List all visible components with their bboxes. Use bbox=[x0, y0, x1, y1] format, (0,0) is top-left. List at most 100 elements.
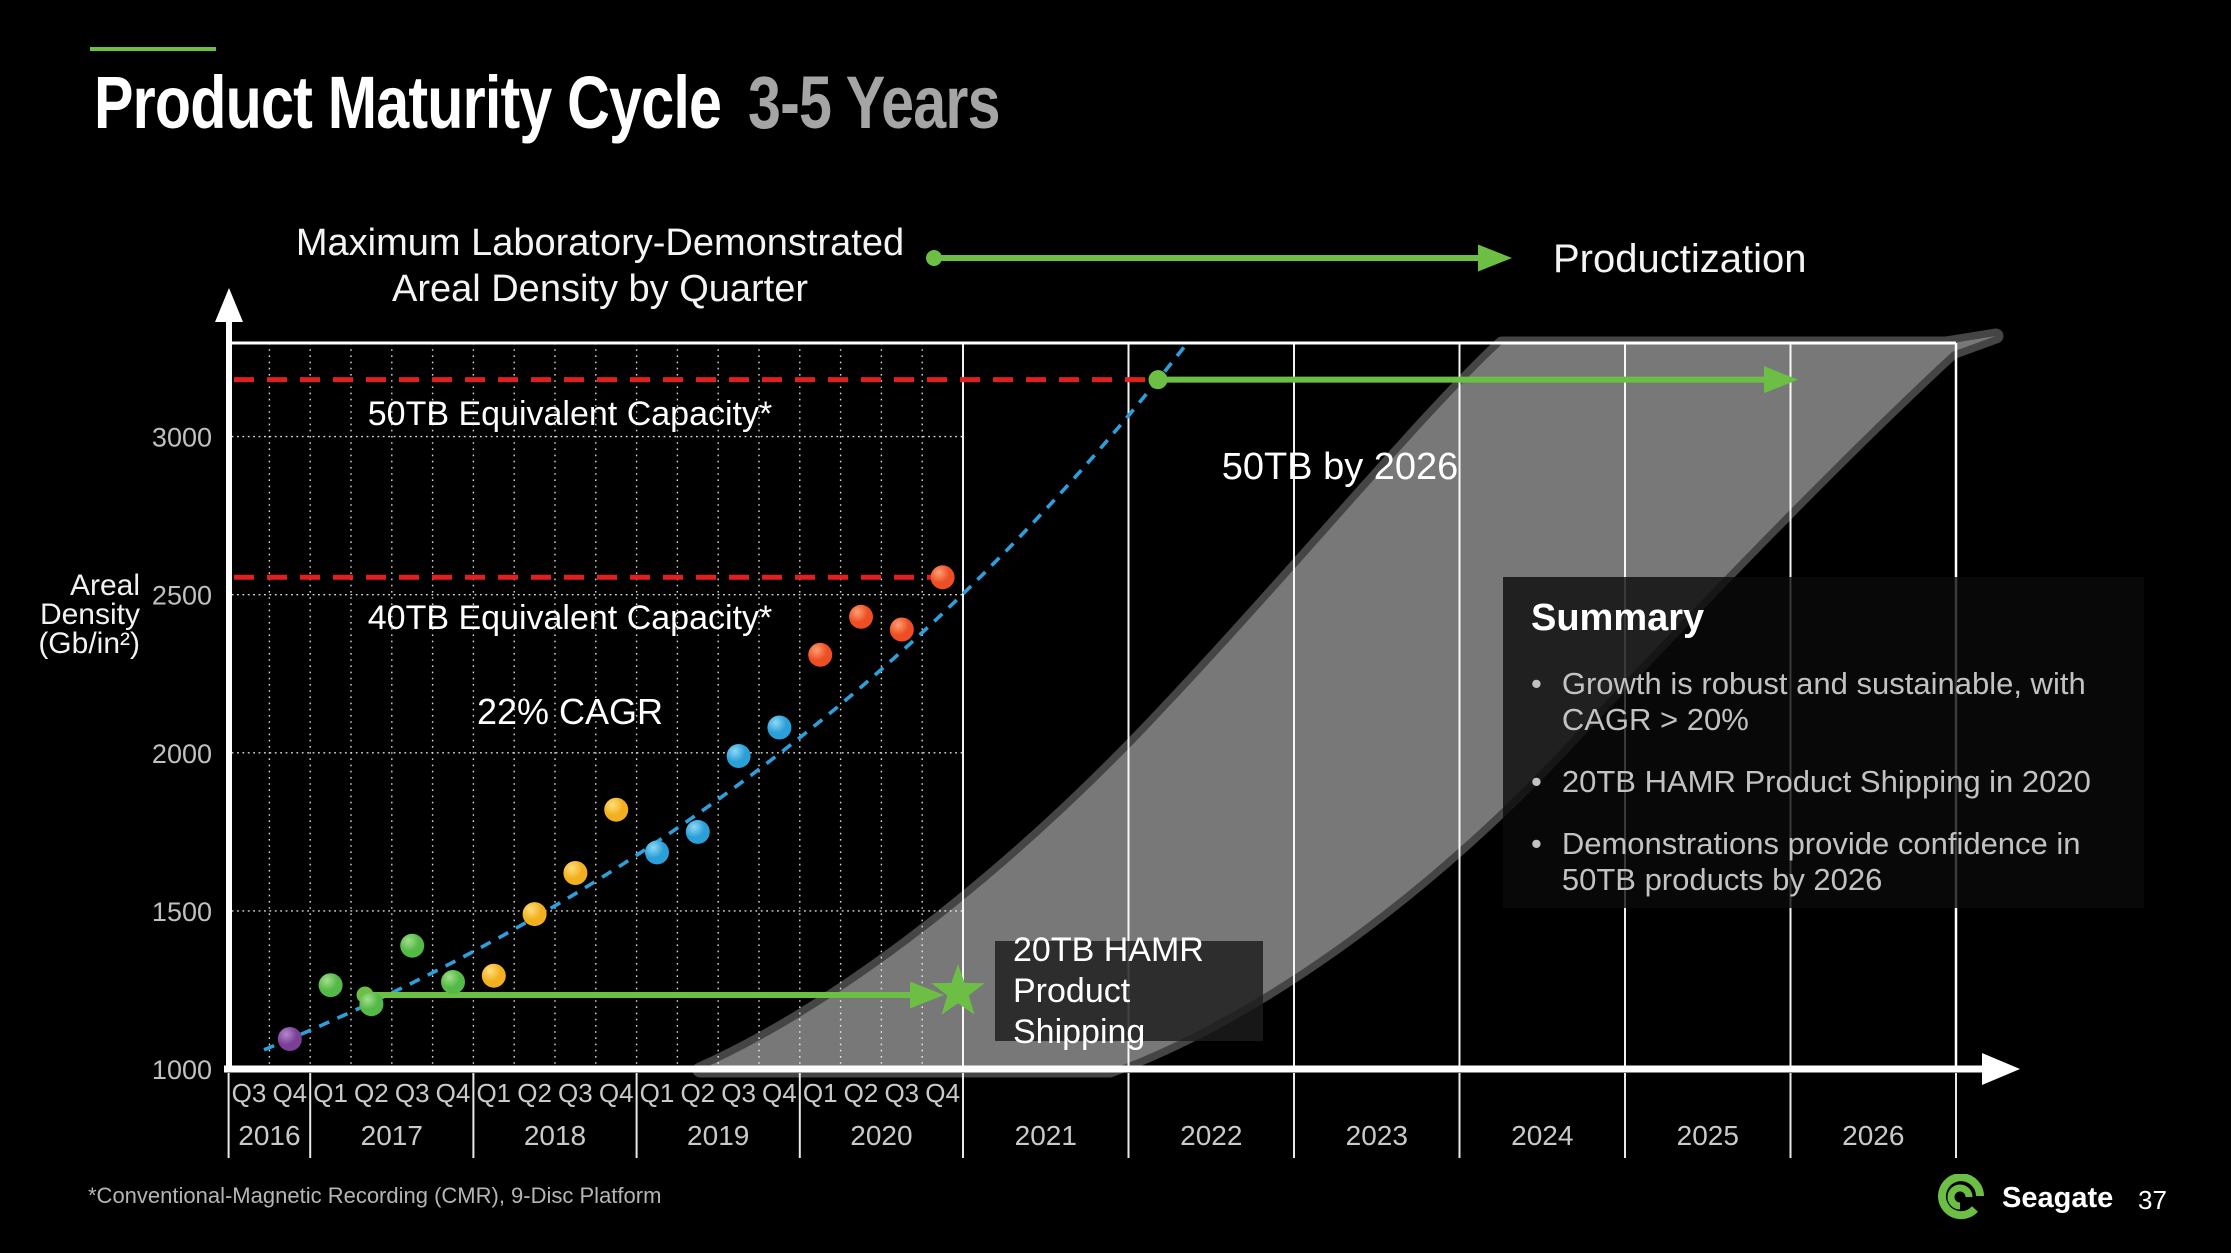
summary-title: Summary bbox=[1531, 597, 1705, 639]
quarter-label: Q3 bbox=[884, 1078, 919, 1108]
y-tick-labels: 1000 1500 2000 2500 3000 bbox=[152, 423, 212, 1085]
year-label: 2022 bbox=[1180, 1120, 1242, 1151]
y-axis-label-line1: Areal bbox=[69, 569, 140, 602]
summary-bullet: • Demonstrations provide confidence in 50… bbox=[1531, 826, 2116, 898]
hamr-callout-line2: Product Shipping bbox=[1013, 971, 1146, 1051]
data-point bbox=[604, 797, 629, 822]
reference-label-40tb: 40TB Equivalent Capacity* bbox=[367, 599, 773, 637]
summary-bullet: • 20TB HAMR Product Shipping in 2020 bbox=[1531, 764, 2116, 800]
quarter-label: Q3 bbox=[395, 1078, 430, 1108]
y-tick-label: 2000 bbox=[152, 739, 212, 769]
data-point bbox=[277, 1027, 302, 1051]
quarter-label: Q4 bbox=[272, 1078, 307, 1108]
data-point bbox=[726, 744, 751, 768]
quarter-label: Q4 bbox=[762, 1078, 797, 1108]
data-point bbox=[481, 963, 506, 988]
data-point bbox=[767, 715, 792, 740]
year-label: 2023 bbox=[1346, 1120, 1408, 1151]
target-arrow-50tb bbox=[1148, 366, 1798, 394]
quarter-label: Q4 bbox=[599, 1078, 634, 1108]
footnote: *Conventional-Magnetic Recording (CMR), … bbox=[88, 1183, 662, 1208]
y-tick-label: 3000 bbox=[152, 423, 212, 453]
target-label-50tb-2026: 50TB by 2026 bbox=[1221, 446, 1459, 488]
y-tick-label: 1000 bbox=[152, 1055, 212, 1085]
quarter-label: Q4 bbox=[925, 1078, 960, 1108]
quarter-label: Q2 bbox=[844, 1078, 879, 1108]
data-point bbox=[889, 617, 914, 642]
quarter-label: Q3 bbox=[232, 1078, 267, 1108]
quarter-label: Q1 bbox=[640, 1078, 675, 1108]
productization-arrow bbox=[926, 244, 1512, 272]
chart-heading-line1: Maximum Laboratory-Demonstrated bbox=[295, 222, 905, 264]
data-point bbox=[441, 970, 465, 994]
data-point bbox=[400, 933, 425, 958]
y-axis-arrowhead bbox=[215, 288, 243, 322]
y-axis-label-line2: Density bbox=[39, 598, 140, 631]
year-label: 2025 bbox=[1677, 1120, 1739, 1151]
target-arrow-50tb-head bbox=[1764, 366, 1798, 394]
summary-bullet-text: 20TB HAMR Product Shipping in 2020 bbox=[1561, 764, 2091, 799]
summary-bullet-text: Demonstrations provide confidence in 50T… bbox=[1561, 826, 2081, 897]
y-tick-label: 2500 bbox=[152, 581, 212, 611]
chart-heading-line2: Areal Density by Quarter bbox=[391, 268, 809, 310]
reference-lines bbox=[234, 377, 1152, 580]
page-title-main: Product Maturity Cycle bbox=[94, 61, 722, 144]
data-point bbox=[685, 819, 710, 844]
summary-bullet-list: • Growth is robust and sustainable, with … bbox=[1531, 666, 2116, 898]
hamr-milestone-callout: 20TB HAMR Product Shipping bbox=[995, 931, 1263, 1051]
y-tick-label: 1500 bbox=[152, 897, 212, 927]
y-axis-label: Areal Density (Gb/in²) bbox=[24, 569, 140, 659]
year-label: 2018 bbox=[524, 1120, 586, 1151]
data-point bbox=[318, 973, 343, 998]
cagr-label: 22% CAGR bbox=[476, 691, 664, 732]
page-title-suffix: 3-5 Years bbox=[748, 61, 1001, 144]
quarter-label: Q4 bbox=[436, 1078, 471, 1108]
year-label: 2024 bbox=[1511, 1120, 1573, 1151]
star-icon bbox=[931, 964, 985, 1015]
bullet-icon: • bbox=[1531, 826, 1542, 861]
year-label: 2020 bbox=[850, 1120, 912, 1151]
quarter-label: Q1 bbox=[313, 1078, 348, 1108]
page-title: Product Maturity Cycle 3-5 Years bbox=[94, 60, 1001, 145]
quarter-label: Q1 bbox=[803, 1078, 838, 1108]
productization-arrow-head bbox=[1478, 244, 1512, 272]
x-axis-arrowhead bbox=[1982, 1053, 2020, 1085]
x-axis-labels: Q3 Q4 Q1 Q2 Q3 Q4 Q1 Q2 Q3 Q4 Q1 Q2 Q3 Q4 Q1 Q2 Q3 Q42016… bbox=[227, 1073, 1957, 1158]
bullet-icon: • bbox=[1531, 666, 1542, 701]
reference-label-50tb: 50TB Equivalent Capacity* bbox=[367, 395, 773, 433]
data-point bbox=[808, 642, 833, 667]
trend-line bbox=[263, 346, 1186, 1052]
chart-heading: Maximum Laboratory-Demonstrated Areal De… bbox=[280, 220, 920, 312]
axes bbox=[215, 288, 2020, 1085]
year-label: 2021 bbox=[1015, 1120, 1077, 1151]
quarter-label: Q2 bbox=[354, 1078, 389, 1108]
data-point bbox=[563, 861, 588, 885]
quarter-label: Q2 bbox=[680, 1078, 715, 1108]
data-point bbox=[359, 992, 384, 1017]
data-point bbox=[849, 604, 873, 629]
summary-bullet-text: Growth is robust and sustainable, with C… bbox=[1561, 666, 2086, 737]
year-label: 2019 bbox=[687, 1120, 749, 1151]
year-label: 2017 bbox=[361, 1120, 423, 1151]
productization-label: Productization bbox=[1553, 237, 1807, 281]
accent-dash bbox=[90, 47, 216, 51]
year-label: 2016 bbox=[238, 1120, 300, 1151]
quarter-label: Q2 bbox=[517, 1078, 552, 1108]
hamr-callout-line1: 20TB HAMR bbox=[1013, 930, 1204, 969]
seagate-logo-icon bbox=[1937, 1173, 1985, 1222]
bullet-icon: • bbox=[1531, 764, 1542, 799]
quarter-label: Q3 bbox=[558, 1078, 593, 1108]
quarter-label: Q3 bbox=[721, 1078, 756, 1108]
data-point bbox=[522, 902, 547, 927]
band-fill bbox=[700, 336, 1996, 1070]
data-point bbox=[930, 565, 955, 590]
milestone-arrow-20tb-head bbox=[910, 981, 944, 1009]
brand-name: Seagate bbox=[2002, 1182, 2114, 1214]
productization-band bbox=[692, 328, 2004, 1078]
summary-panel: Summary • Growth is robust and sustainabl… bbox=[1503, 577, 2144, 908]
year-label: 2026 bbox=[1842, 1120, 1904, 1151]
data-points bbox=[277, 565, 955, 1051]
summary-bullet: • Growth is robust and sustainable, with … bbox=[1531, 666, 2116, 738]
quarter-label: Q1 bbox=[476, 1078, 511, 1108]
